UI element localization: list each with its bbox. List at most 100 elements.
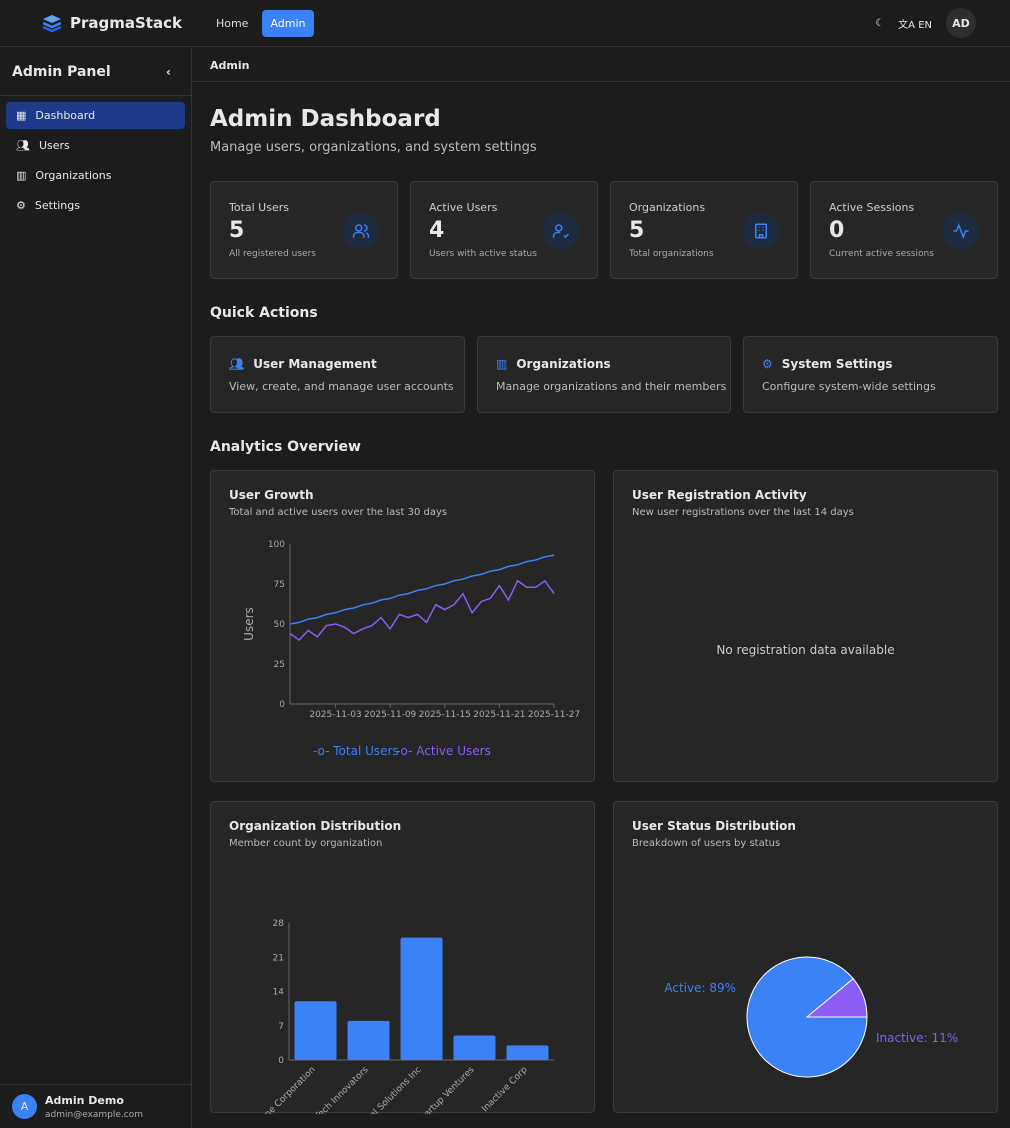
- bar: [400, 937, 443, 1060]
- building-icon: ▥: [16, 169, 27, 182]
- y-tick-label: 25: [274, 660, 285, 670]
- stat-label: Organizations: [629, 201, 706, 214]
- sidebar-title: Admin Panel: [12, 63, 111, 80]
- card-subtitle: Breakdown of users by status: [632, 838, 781, 849]
- user-avatar-small: A: [12, 1094, 37, 1119]
- y-tick-label: 28: [273, 919, 285, 929]
- bar: [347, 1020, 390, 1060]
- stat-active-sessions: Active Sessions 0 Current active sessions: [810, 181, 998, 279]
- action-title: User Management: [253, 357, 377, 371]
- stat-label: Active Users: [429, 201, 498, 214]
- stat-value: 5: [629, 218, 645, 243]
- nav-home[interactable]: Home: [215, 16, 249, 30]
- x-tick-label: 2025-11-15: [419, 710, 471, 720]
- status-distribution-card: User Status Distribution Breakdown of us…: [613, 801, 998, 1113]
- card-subtitle: Member count by organization: [229, 838, 383, 849]
- nav-admin[interactable]: Admin: [262, 9, 314, 37]
- stat-value: 5: [229, 218, 245, 243]
- x-tick-label: 2025-11-09: [364, 710, 417, 720]
- breadcrumb[interactable]: Admin: [192, 48, 1010, 82]
- card-title: User Registration Activity: [632, 488, 807, 502]
- x-tick-label: 2025-11-21: [473, 710, 525, 720]
- sidebar-item-label: Users: [38, 139, 70, 152]
- building-icon: ▥: [496, 357, 508, 371]
- stat-label: Total Users: [229, 201, 289, 214]
- stat-active-users: Active Users 4 Users with active status: [410, 181, 598, 279]
- user-growth-chart: 0 25 50 75 100 2025-11-03 2025-11-09 2025-11-15…: [242, 540, 580, 758]
- stat-value: 0: [829, 218, 845, 243]
- org-distribution-card: Organization Distribution Member count b…: [210, 801, 595, 1114]
- language-button[interactable]: 文A EN: [898, 16, 932, 31]
- stat-desc: All registered users: [229, 249, 316, 259]
- activity-icon: [943, 213, 979, 249]
- bar: [506, 1045, 549, 1060]
- action-desc: Manage organizations and their members: [496, 380, 727, 393]
- sidebar-item-settings[interactable]: ⚙ Settings: [6, 192, 185, 219]
- sidebar-user[interactable]: A Admin Demo admin@example.com: [0, 1084, 191, 1128]
- pie-label: Inactive: 11%: [876, 1031, 958, 1045]
- x-tick-label: Startup Ventures: [416, 1065, 477, 1114]
- system-settings-action[interactable]: ⚙ System Settings Configure system-wide s…: [743, 336, 998, 413]
- user-name: Admin Demo: [45, 1093, 124, 1107]
- y-axis-label: Users: [242, 607, 256, 641]
- organizations-action[interactable]: ▥ Organizations Manage organizations and …: [477, 336, 731, 413]
- stat-total-users: Total Users 5 All registered users: [210, 181, 398, 279]
- stat-label: Active Sessions: [829, 201, 915, 214]
- stat-desc: Users with active status: [429, 249, 537, 259]
- y-tick-label: 14: [273, 988, 285, 998]
- page-subtitle: Manage users, organizations, and system …: [210, 140, 537, 155]
- sidebar-item-organizations[interactable]: ▥ Organizations: [6, 162, 185, 189]
- collapse-icon[interactable]: ‹: [166, 64, 171, 79]
- brand-logo[interactable]: PragmaStack: [42, 14, 182, 32]
- sidebar-item-label: Settings: [34, 199, 80, 212]
- pie-label: Active: 89%: [664, 981, 736, 995]
- card-title: User Status Distribution: [632, 819, 796, 833]
- empty-state: No registration data available: [716, 643, 895, 657]
- y-tick-label: 50: [274, 620, 286, 630]
- action-desc: Configure system-wide settings: [762, 380, 936, 393]
- action-desc: View, create, and manage user accounts: [229, 380, 454, 393]
- top-bar: PragmaStack Home Admin ☾ 文A EN AD: [0, 0, 1010, 47]
- user-check-icon: [543, 213, 579, 249]
- sidebar-item-label: Dashboard: [35, 109, 96, 122]
- moon-icon[interactable]: ☾: [875, 17, 885, 29]
- language-code: EN: [918, 19, 932, 31]
- series-line-active-users: [289, 579, 555, 641]
- y-tick-label: 75: [274, 580, 285, 590]
- gear-icon: ⚙: [762, 357, 773, 371]
- status-pie-chart: Active: 89%Inactive: 11%ActiveInactive: [664, 956, 958, 1078]
- y-tick-label: 0: [278, 1056, 284, 1066]
- page-title: Admin Dashboard: [210, 106, 441, 132]
- action-title: System Settings: [781, 357, 893, 371]
- bar: [453, 1035, 496, 1060]
- user-growth-card: User Growth Total and active users over …: [210, 470, 595, 782]
- user-avatar[interactable]: AD: [946, 8, 976, 38]
- stat-organizations: Organizations 5 Total organizations: [610, 181, 798, 279]
- sidebar-item-dashboard[interactable]: ▦ Dashboard: [6, 102, 185, 129]
- bar: [294, 1001, 337, 1060]
- x-tick-label: 2025-11-27: [528, 710, 580, 720]
- action-title: Organizations: [516, 357, 611, 371]
- user-management-action[interactable]: 👥︎ User Management View, create, and mana…: [210, 336, 465, 413]
- user-email: admin@example.com: [45, 1109, 144, 1120]
- users-icon: 👥︎: [16, 139, 30, 152]
- brand-name: PragmaStack: [70, 14, 182, 32]
- layers-icon: [42, 15, 62, 32]
- card-title: Organization Distribution: [229, 819, 402, 833]
- card-subtitle: Total and active users over the last 30 …: [229, 507, 448, 518]
- x-tick-label: 2025-11-03: [309, 710, 361, 720]
- y-tick-label: 0: [279, 700, 285, 710]
- stat-value: 4: [429, 218, 445, 243]
- quick-actions-title: Quick Actions: [210, 305, 318, 321]
- sidebar: Admin Panel ‹ ▦ Dashboard 👥︎ Users ▥ Organiz…: [0, 48, 192, 1128]
- main-content: Admin Admin Dashboard Manage users, orga…: [192, 48, 1010, 1114]
- users-icon: 👥︎: [229, 357, 245, 371]
- card-subtitle: New user registrations over the last 14 …: [632, 507, 854, 518]
- gear-icon: ⚙: [16, 199, 26, 212]
- building-icon: [743, 213, 779, 249]
- sidebar-item-users[interactable]: 👥︎ Users: [6, 132, 185, 159]
- registration-card: User Registration Activity New user regi…: [613, 470, 998, 782]
- x-tick-label: Tech Innovators: [313, 1065, 371, 1114]
- stat-desc: Current active sessions: [829, 249, 934, 259]
- stat-desc: Total organizations: [629, 249, 714, 259]
